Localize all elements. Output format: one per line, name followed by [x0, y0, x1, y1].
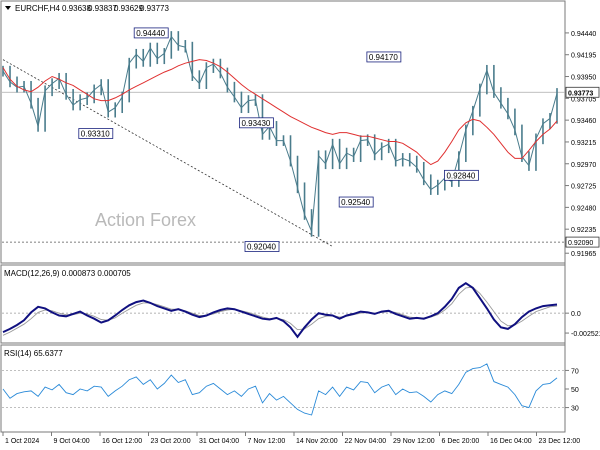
- price-series-layer: [2, 31, 558, 237]
- macd-title: MACD(12,26,9) 0.000873 0.000705: [4, 269, 131, 278]
- open-value: 0.93638: [62, 4, 91, 13]
- price-tick-label: 0.92725: [571, 184, 596, 191]
- price-tick-label: 0.91965: [571, 251, 596, 258]
- rsi-tick-label: 50: [571, 387, 579, 394]
- current-price-label: 0.93773: [568, 90, 593, 97]
- price-header: EURCHF,H4 0.93638 0.93837 0.93629 0.9377…: [5, 4, 169, 13]
- price-axis: 0.94440 0.94195 0.93950 0.93705 0.93460 0.932…: [565, 31, 596, 258]
- low-value: 0.93629: [114, 4, 143, 13]
- annotation-box: [239, 117, 274, 129]
- support-level-box: [565, 236, 600, 248]
- macd-layer: 0.0 -0.002521: [2, 281, 600, 339]
- price-tick-label: 0.92970: [571, 162, 596, 169]
- moving-average-line: [2, 59, 558, 166]
- trendline-layer: 0.92090 0.93773: [2, 59, 600, 248]
- annotation-box: [133, 27, 169, 39]
- price-line: [2, 35, 558, 232]
- macd-tick-label: -0.002521: [571, 331, 600, 338]
- high-value: 0.93837: [88, 4, 117, 13]
- time-tick-label: 23 Oct 20:00: [151, 438, 191, 445]
- annotation-label: 0.93310: [81, 129, 110, 138]
- annotation-label: 0.94440: [136, 29, 165, 38]
- time-tick-label: 1 Oct 2024: [5, 438, 39, 445]
- time-tick-label: 29 Nov 12:00: [393, 438, 435, 445]
- price-tick-label: 0.92480: [571, 205, 596, 212]
- price-tick-label: 0.92235: [571, 227, 596, 234]
- support-level-label: 0.92090: [568, 240, 593, 247]
- time-tick-label: 31 Oct 04:00: [199, 438, 239, 445]
- annotation-box: [366, 51, 402, 63]
- time-tick-label: 16 Dec 04:00: [490, 438, 532, 445]
- annotation-label: 0.92040: [247, 243, 276, 252]
- time-tick-label: 23 Dec 12:00: [539, 438, 581, 445]
- price-tick-label: 0.93705: [571, 96, 596, 103]
- price-tick-label: 0.94195: [571, 53, 596, 60]
- time-tick-label: 16 Oct 12:00: [102, 438, 142, 445]
- macd-tick-label: 0.0: [571, 311, 581, 318]
- annotation-label: 0.92540: [341, 198, 370, 207]
- time-tick-label: 6 Dec 20:00: [442, 438, 480, 445]
- rsi-layer: 70 50 30: [2, 363, 579, 416]
- price-tick-label: 0.93460: [571, 118, 596, 125]
- current-price-box: [565, 86, 600, 98]
- time-axis: 1 Oct 2024 9 Oct 04:00 16 Oct 12:00 23 Oct …: [2, 432, 581, 445]
- time-tick-label: 14 Nov 20:00: [296, 438, 338, 445]
- macd-signal-line: [2, 286, 558, 336]
- annotation-box: [244, 241, 280, 252]
- price-tick-label: 0.93215: [571, 140, 596, 147]
- rsi-tick-label: 30: [571, 406, 579, 413]
- rsi-panel-frame: [0, 344, 566, 433]
- macd-line: [2, 281, 558, 339]
- annotation-box: [444, 169, 479, 181]
- symbol-label: EURCHF,H4: [15, 4, 60, 13]
- annotation-box: [338, 196, 374, 208]
- dropdown-triangle-icon: [5, 6, 11, 10]
- trendline: [2, 59, 333, 247]
- price-annotations: 0.94440 0.93310 0.93430 0.92040 0.94170 0.925…: [78, 27, 479, 252]
- close-value: 0.93773: [140, 4, 169, 13]
- time-tick-label: 7 Nov 12:00: [248, 438, 286, 445]
- annotation-label: 0.92840: [446, 171, 475, 180]
- time-tick-label: 9 Oct 04:00: [54, 438, 90, 445]
- annotation-label: 0.94170: [369, 53, 398, 62]
- price-tick-label: 0.94440: [571, 31, 596, 38]
- rsi-tick-label: 70: [571, 368, 579, 375]
- annotation-label: 0.93430: [241, 119, 270, 128]
- rsi-title: RSI(14) 65.6377: [4, 349, 63, 358]
- price-tick-label: 0.93950: [571, 75, 596, 82]
- rsi-line: [2, 363, 558, 416]
- annotation-box: [78, 128, 114, 139]
- watermark-text: Action Forex: [95, 210, 196, 230]
- time-tick-label: 22 Nov 04:00: [345, 438, 387, 445]
